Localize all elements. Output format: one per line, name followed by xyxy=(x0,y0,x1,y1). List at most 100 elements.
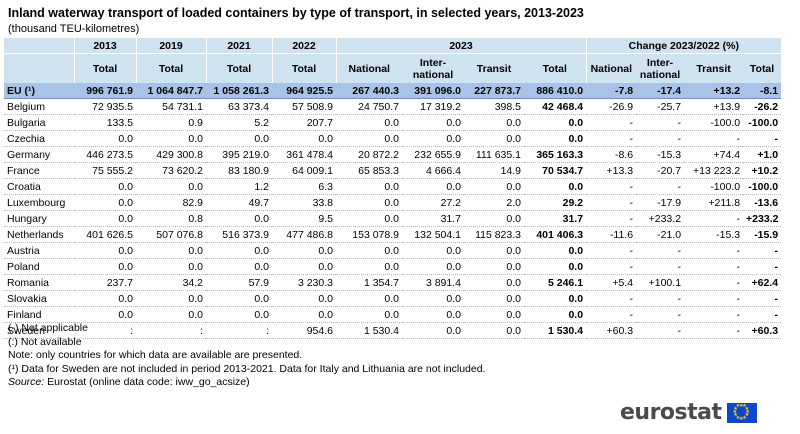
header-year: 2023 xyxy=(335,38,587,54)
cell: 227 873.7 xyxy=(464,83,524,99)
cell: - xyxy=(684,258,744,275)
header-year: 2019 xyxy=(135,38,206,54)
cell: 4 666.4 xyxy=(402,162,464,179)
cell: 429 300.8 xyxy=(136,146,206,163)
header-corner xyxy=(4,38,74,54)
table-row: Slovakia 0.0 0.0 0.0 0.0 0.0 0.0 0.0 0.0- - - - xyxy=(4,290,782,307)
header-sub: National xyxy=(585,53,637,83)
cell: 73 620.2 xyxy=(136,162,206,179)
row-label: Bulgaria xyxy=(4,114,74,131)
cell: -15.3 xyxy=(684,226,744,243)
cell: 207.7 xyxy=(272,114,336,131)
cell: - xyxy=(586,130,637,147)
cell: 133.5 xyxy=(74,114,136,131)
cell: +100.1 xyxy=(636,274,685,291)
cell: 0.0 xyxy=(524,178,587,195)
cell: 0.0 xyxy=(402,114,464,131)
cell: 75 555.2 xyxy=(74,162,136,179)
cell: - xyxy=(636,322,685,339)
row-label: Hungary xyxy=(4,210,74,227)
cell: 0.0 xyxy=(336,306,402,323)
cell: +13.3 xyxy=(586,162,637,179)
row-label: Belgium xyxy=(4,98,74,115)
table-row: Finland 0.0 0.0 0.0 0.0 0.0 0.0 0.0 0.0- - - - xyxy=(4,306,782,323)
header-year: 2021 xyxy=(205,38,272,54)
cell: 0.0 xyxy=(336,178,402,195)
header-sub: Total xyxy=(743,53,782,83)
cell: 0.8 xyxy=(136,210,206,227)
eu-flag-star-icon: ★ xyxy=(732,409,738,415)
cell: 0.0 xyxy=(464,130,524,147)
cell: 1.2 xyxy=(206,178,272,195)
cell: +13.2 xyxy=(684,83,744,99)
row-label: Croatia xyxy=(4,178,74,195)
cell: 0.0 xyxy=(272,290,336,307)
cell: 2.0 xyxy=(464,194,524,211)
cell: - xyxy=(684,290,744,307)
cell: 70 534.7 xyxy=(524,162,587,179)
cell: -8.6 xyxy=(586,146,637,163)
header-sub: Inter-national xyxy=(402,53,464,83)
source-text: Eurostat (online data code: iww_go_acsiz… xyxy=(47,376,250,388)
table-row: Hungary 0.0 0.8 0.0 9.5 0.0 31.7 0.0 31.7- +233.2… xyxy=(4,210,782,227)
cell: - xyxy=(586,194,637,211)
cell: 0.0 xyxy=(464,290,524,307)
cell: 0.0 xyxy=(74,290,136,307)
cell: 0.0 xyxy=(74,242,136,259)
cell: 1 058 261.3 xyxy=(206,83,272,99)
cell: 0.9 xyxy=(136,114,206,131)
cell: 115 823.3 xyxy=(464,226,524,243)
cell: - xyxy=(636,306,685,323)
cell: -17.9 xyxy=(636,194,685,211)
note: Note: only countries for which data are … xyxy=(8,349,303,361)
cell: 14.9 xyxy=(464,162,524,179)
cell: 0.0 xyxy=(74,130,136,147)
table-header: 2013 2019 2021 2022 2023 Change 2023/202… xyxy=(4,38,782,83)
cell: 83 180.9 xyxy=(206,162,272,179)
table-body: EU (¹) 996 761.9 1 064 847.7 1 058 261.3… xyxy=(4,83,782,339)
cell: : xyxy=(136,322,206,339)
cell: - xyxy=(636,130,685,147)
cell: - xyxy=(586,210,637,227)
eu-flag-star-icon: ★ xyxy=(739,402,744,409)
data-table: 2013 2019 2021 2022 2023 Change 2023/202… xyxy=(4,38,782,339)
cell: 0.0 xyxy=(206,210,272,227)
cell: 0.0 xyxy=(336,290,402,307)
cell: +10.2 xyxy=(743,162,782,179)
cell: 398.5 xyxy=(464,98,524,115)
cell: 49.7 xyxy=(206,194,272,211)
table-row: Austria 0.0 0.0 0.0 0.0 0.0 0.0 0.0 0.0- - - - xyxy=(4,242,782,259)
cell: 477 486.8 xyxy=(272,226,336,243)
cell: - xyxy=(636,258,685,275)
table-row: Bulgaria 133.5 0.9 5.2 207.7 0.0 0.0 0.0 0.0- - -1… xyxy=(4,114,782,131)
cell: -15.3 xyxy=(636,146,685,163)
cell: -100.0 xyxy=(743,114,782,131)
cell: -100.0 xyxy=(684,114,744,131)
cell: 395 219.0 xyxy=(206,146,272,163)
cell: +211.8 xyxy=(684,194,744,211)
cell: 0.0 xyxy=(524,114,587,131)
eu-flag-star-icon: ★ xyxy=(733,412,738,419)
cell: +233.2 xyxy=(636,210,685,227)
cell: 0.0 xyxy=(464,322,524,339)
eu-flag-star-icon: ★ xyxy=(744,412,750,419)
cell: 0.0 xyxy=(524,290,587,307)
cell: 0.0 xyxy=(402,258,464,275)
cell: 0.0 xyxy=(272,242,336,259)
row-label: Romania xyxy=(4,274,74,291)
note: (¹) Data for Sweden are not included in … xyxy=(8,362,486,375)
cell: - xyxy=(586,242,637,259)
table-row: Belgium 72 935.5 54 731.1 63 373.4 57 508.9 2… xyxy=(4,98,782,115)
cell: 0.0 xyxy=(206,306,272,323)
notes: (-) Not applicable (:) Not available Not… xyxy=(8,322,485,390)
cell: 0.0 xyxy=(206,258,272,275)
cell: 132 504.1 xyxy=(402,226,464,243)
cell: 0.0 xyxy=(336,242,402,259)
cell: 0.0 xyxy=(524,258,587,275)
cell: 0.0 xyxy=(206,290,272,307)
cell: 17 319.2 xyxy=(402,98,464,115)
cell: 0.0 xyxy=(272,306,336,323)
cell: -8.1 xyxy=(743,83,782,99)
cell: : xyxy=(74,322,136,339)
cell: 0.0 xyxy=(136,290,206,307)
